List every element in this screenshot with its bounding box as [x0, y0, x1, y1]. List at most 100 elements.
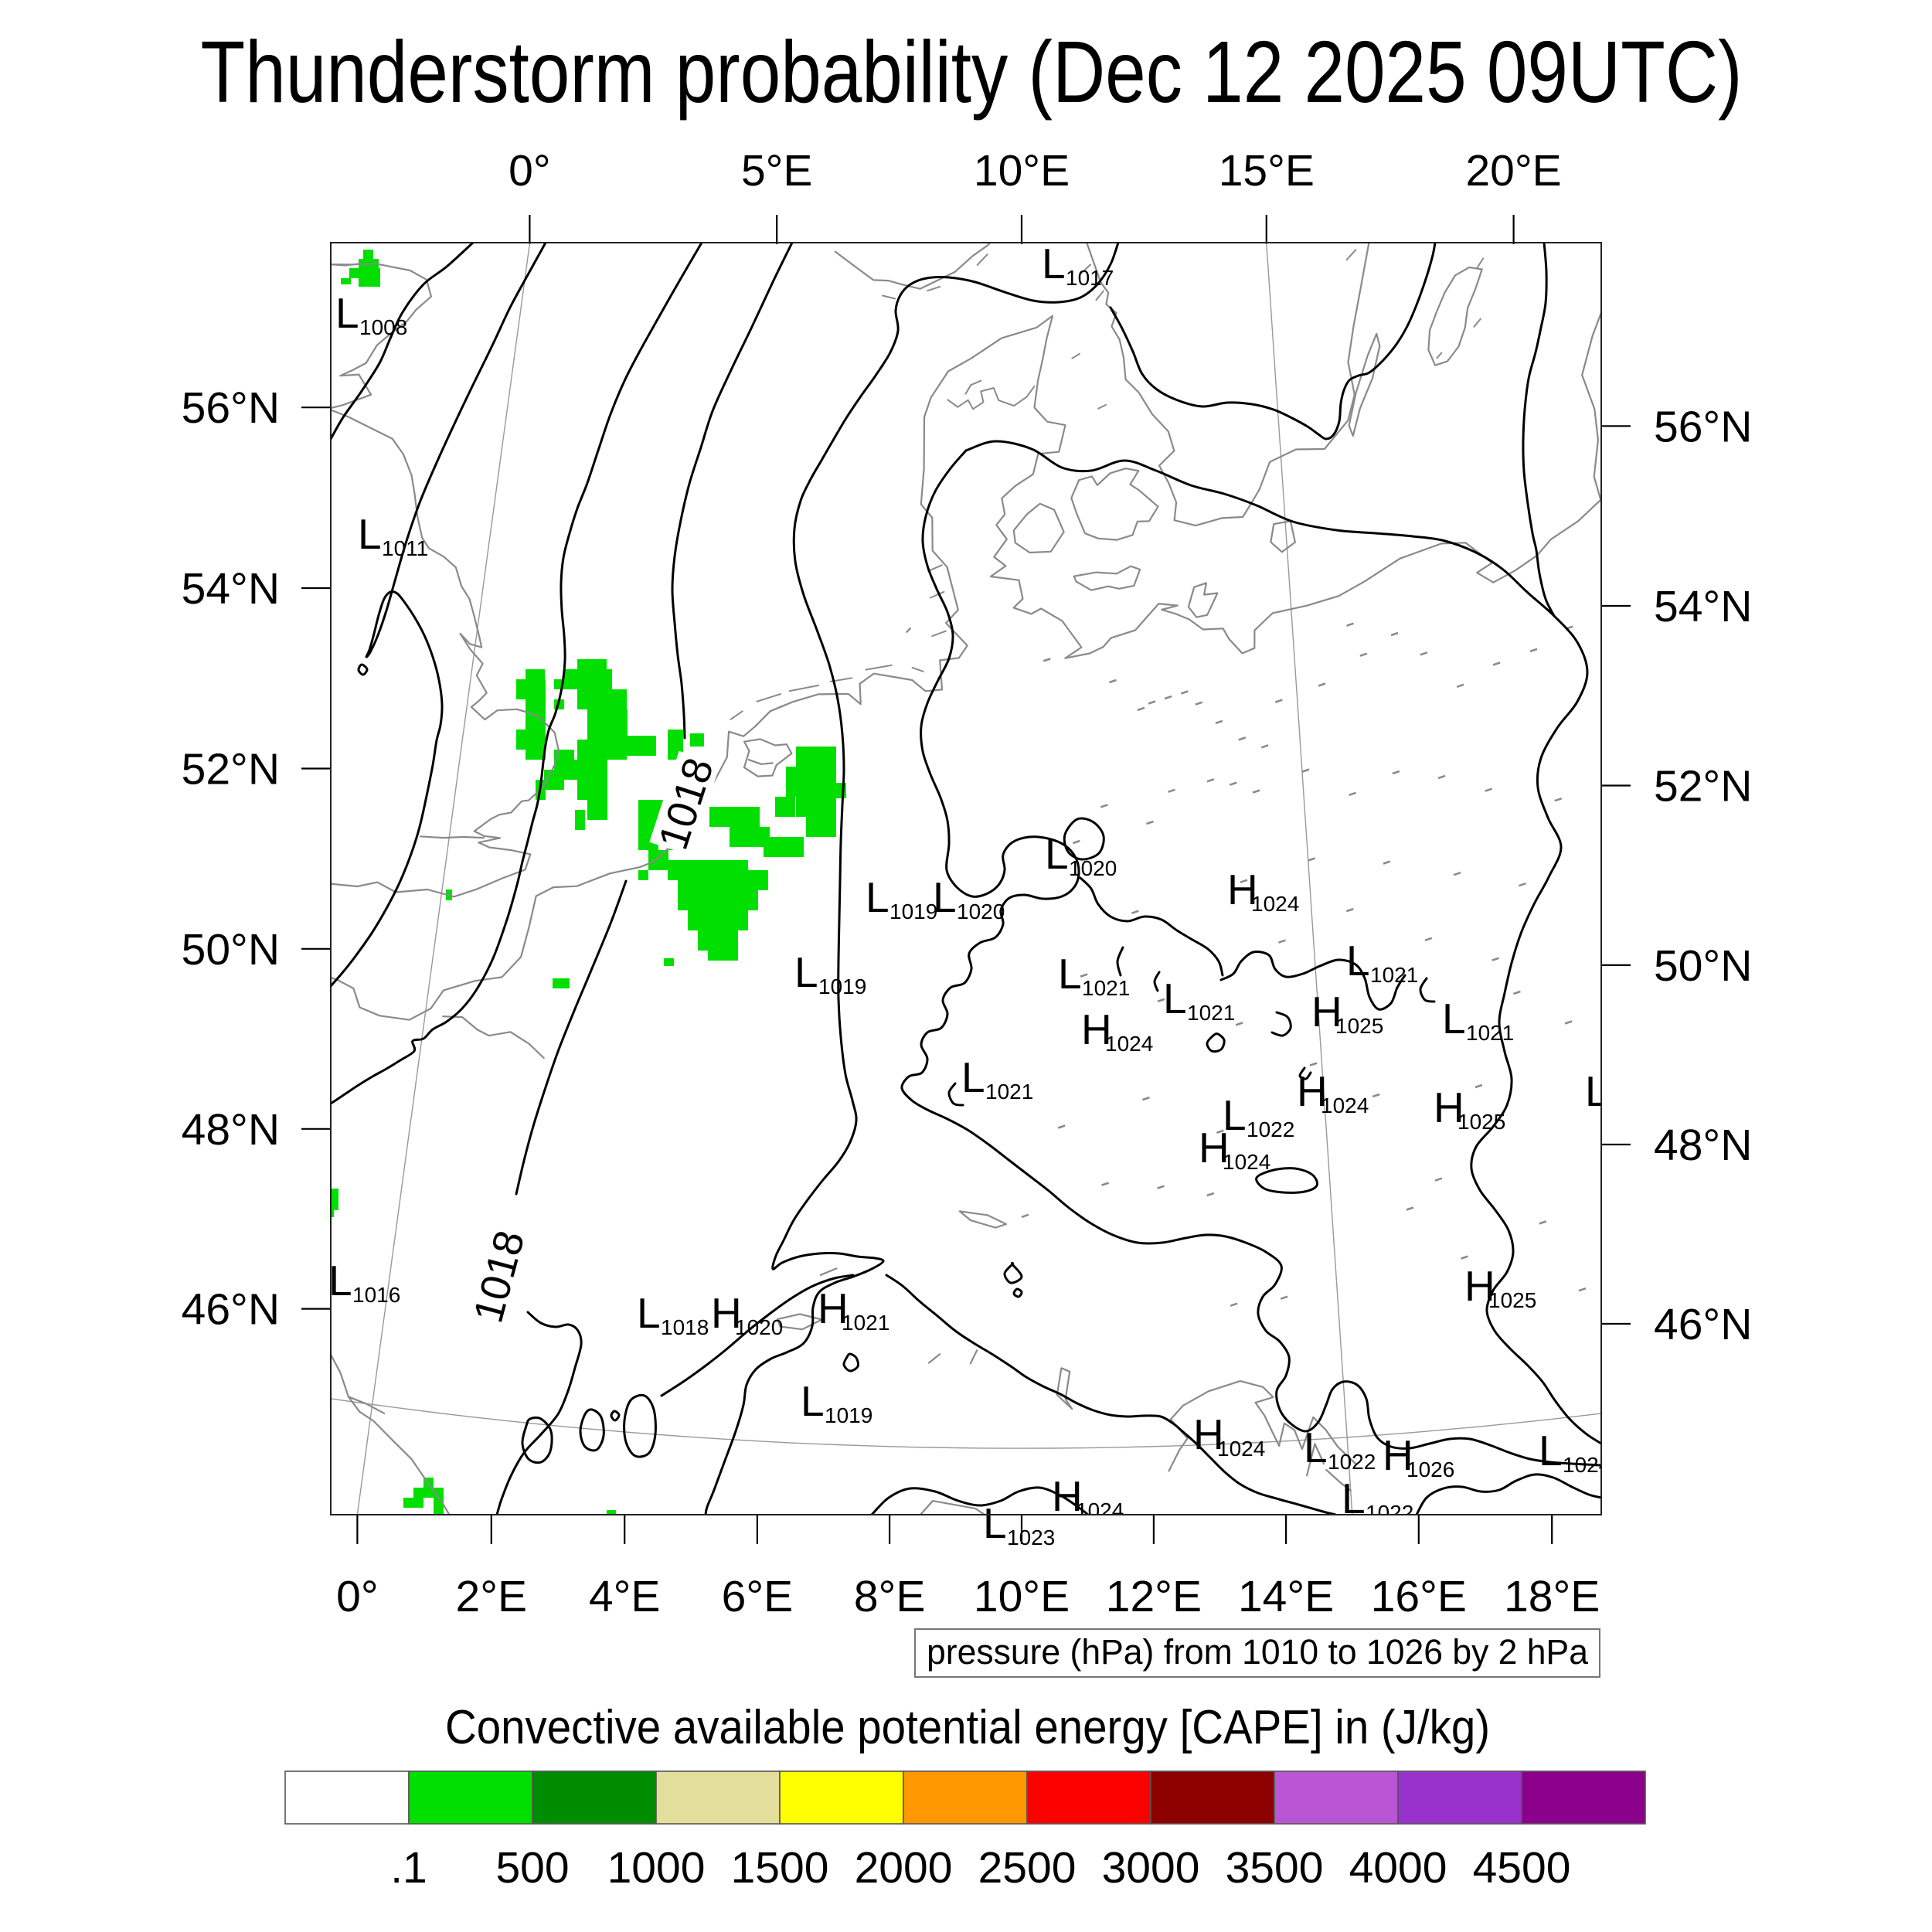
svg-text:H: H	[1052, 1472, 1083, 1520]
svg-text:4000: 4000	[1349, 1843, 1447, 1893]
svg-text:H: H	[1193, 1410, 1224, 1458]
svg-text:Thunderstorm probability (Dec: Thunderstorm probability (Dec 12 2025 09…	[201, 23, 1743, 121]
svg-text:1024: 1024	[1105, 1032, 1153, 1056]
svg-text:1025: 1025	[1488, 1288, 1536, 1312]
svg-text:56°N: 56°N	[182, 383, 280, 433]
svg-text:50°N: 50°N	[1654, 941, 1752, 991]
svg-text:1025: 1025	[1458, 1110, 1505, 1134]
svg-text:52°N: 52°N	[1654, 762, 1752, 811]
svg-text:1021: 1021	[985, 1080, 1033, 1104]
svg-text:20°E: 20°E	[1465, 146, 1561, 196]
svg-text:pressure (hPa) from 1010 to 10: pressure (hPa) from 1010 to 1026 by 2 hP…	[927, 1632, 1589, 1672]
svg-text:L: L	[1342, 1475, 1366, 1522]
svg-text:Convective available potential: Convective available potential energy [C…	[445, 1701, 1490, 1754]
svg-text:46°N: 46°N	[1654, 1300, 1752, 1349]
svg-text:12°E: 12°E	[1106, 1572, 1202, 1621]
svg-text:52°N: 52°N	[182, 745, 280, 794]
svg-text:54°N: 54°N	[1654, 582, 1752, 631]
svg-text:H: H	[1434, 1083, 1464, 1131]
svg-text:1018: 1018	[661, 1315, 709, 1339]
svg-text:1024: 1024	[1223, 1150, 1270, 1174]
svg-text:0°: 0°	[509, 146, 551, 196]
svg-text:6°E: 6°E	[722, 1572, 794, 1621]
svg-text:16°E: 16°E	[1371, 1572, 1467, 1621]
svg-text:1011: 1011	[382, 536, 428, 560]
svg-text:1017: 1017	[1066, 266, 1114, 290]
svg-text:1022: 1022	[1328, 1450, 1376, 1474]
svg-text:1019: 1019	[825, 1403, 872, 1427]
svg-text:1024: 1024	[1076, 1498, 1124, 1522]
svg-text:1016: 1016	[352, 1283, 400, 1307]
svg-text:48°N: 48°N	[182, 1105, 280, 1155]
svg-text:1021: 1021	[1082, 976, 1130, 1000]
svg-text:L: L	[1442, 995, 1466, 1043]
svg-text:2500: 2500	[978, 1843, 1077, 1893]
svg-text:50°N: 50°N	[182, 925, 280, 975]
svg-text:H: H	[1464, 1262, 1495, 1310]
svg-text:18°E: 18°E	[1504, 1572, 1600, 1621]
svg-text:1024: 1024	[1217, 1437, 1265, 1461]
svg-text:1020: 1020	[957, 900, 1005, 923]
svg-text:H: H	[711, 1289, 742, 1337]
svg-text:54°N: 54°N	[182, 564, 280, 614]
svg-text:3500: 3500	[1226, 1843, 1324, 1893]
svg-text:L: L	[335, 289, 359, 337]
svg-text:L: L	[1042, 240, 1066, 287]
svg-text:1026: 1026	[1406, 1458, 1454, 1481]
svg-text:L: L	[1223, 1091, 1247, 1139]
svg-text:10°E: 10°E	[974, 1572, 1070, 1621]
svg-text:1021: 1021	[842, 1311, 889, 1335]
svg-text:L: L	[328, 1257, 352, 1304]
svg-text:L: L	[1304, 1423, 1328, 1471]
svg-text:L: L	[358, 510, 382, 558]
svg-text:2°E: 2°E	[456, 1572, 528, 1621]
svg-text:15°E: 15°E	[1219, 146, 1315, 196]
svg-text:1020: 1020	[1069, 856, 1117, 880]
svg-text:1000: 1000	[607, 1843, 706, 1893]
svg-text:1008: 1008	[359, 315, 407, 339]
svg-text:L: L	[801, 1377, 825, 1425]
svg-text:1024: 1024	[1321, 1094, 1369, 1117]
svg-text:0°: 0°	[336, 1572, 379, 1621]
svg-text:1500: 1500	[731, 1843, 829, 1893]
svg-text:1022: 1022	[1366, 1501, 1413, 1525]
svg-text:L: L	[866, 873, 889, 921]
svg-text:L: L	[1346, 937, 1370, 985]
svg-text:14°E: 14°E	[1238, 1572, 1334, 1621]
svg-text:H: H	[1383, 1431, 1413, 1479]
svg-text:L: L	[637, 1289, 661, 1337]
svg-text:.1: .1	[390, 1843, 427, 1893]
svg-text:1023: 1023	[1007, 1526, 1055, 1549]
svg-text:48°N: 48°N	[1654, 1121, 1752, 1170]
svg-text:1019: 1019	[818, 975, 866, 998]
svg-text:4500: 4500	[1473, 1843, 1571, 1893]
svg-text:2000: 2000	[855, 1843, 953, 1893]
svg-text:L: L	[1163, 975, 1187, 1022]
svg-text:1021: 1021	[1187, 1001, 1235, 1025]
svg-text:1024: 1024	[1251, 892, 1299, 916]
svg-text:4°E: 4°E	[589, 1572, 661, 1621]
svg-text:8°E: 8°E	[854, 1572, 926, 1621]
svg-text:1021: 1021	[1370, 963, 1418, 987]
svg-text:1024: 1024	[1563, 1453, 1611, 1477]
svg-text:1021: 1021	[1466, 1021, 1514, 1045]
svg-text:L: L	[983, 1499, 1007, 1547]
svg-text:H: H	[818, 1284, 849, 1332]
svg-text:1020: 1020	[735, 1315, 783, 1339]
svg-text:56°N: 56°N	[1654, 402, 1752, 451]
svg-text:L: L	[794, 948, 818, 996]
svg-text:10°E: 10°E	[974, 146, 1070, 196]
svg-text:H: H	[1311, 988, 1342, 1036]
svg-text:H: H	[1297, 1067, 1328, 1115]
svg-text:1019: 1019	[889, 900, 937, 923]
svg-text:L: L	[1539, 1427, 1563, 1475]
svg-text:L: L	[933, 873, 957, 921]
svg-text:L: L	[961, 1053, 985, 1101]
svg-text:L: L	[1585, 1067, 1609, 1115]
svg-text:L: L	[1058, 950, 1082, 998]
svg-text:500: 500	[495, 1843, 569, 1893]
svg-text:1022: 1022	[1247, 1117, 1294, 1141]
svg-text:5°E: 5°E	[741, 146, 813, 196]
svg-text:3000: 3000	[1102, 1843, 1200, 1893]
svg-text:H: H	[1227, 866, 1258, 913]
